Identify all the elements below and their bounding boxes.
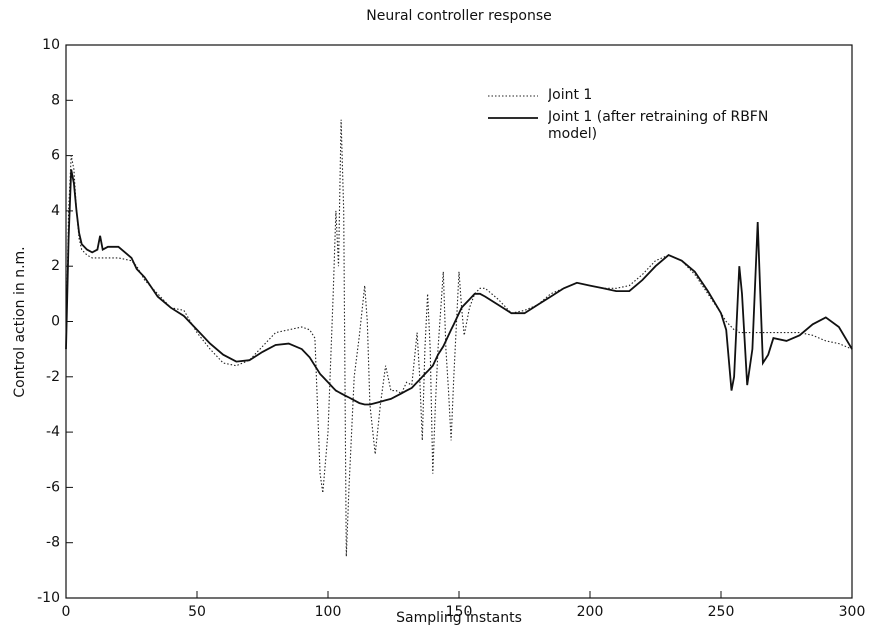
x-tick-label: 300 xyxy=(839,604,866,620)
y-tick-label: -10 xyxy=(37,590,60,606)
y-axis-label: Control action in n.m. xyxy=(12,246,28,397)
x-tick-label: 50 xyxy=(188,604,206,620)
y-tick-label: -8 xyxy=(46,535,60,551)
y-tick-label: 0 xyxy=(51,314,60,330)
x-tick-label: 200 xyxy=(577,604,604,620)
legend-entry: Joint 1 xyxy=(548,87,593,103)
y-tick-label: 10 xyxy=(42,37,60,53)
legend-label: Joint 1 xyxy=(548,87,593,103)
series-line xyxy=(65,119,853,557)
legend-entry: Joint 1 (after retraining of RBFN model) xyxy=(548,109,769,142)
chart-title: Neural controller response xyxy=(366,8,551,24)
x-tick-label: 100 xyxy=(315,604,342,620)
y-tick-label: -6 xyxy=(46,479,60,495)
y-tick-label: 6 xyxy=(51,148,60,164)
y-tick-label: 4 xyxy=(51,203,60,219)
series-line xyxy=(65,169,853,406)
y-tick-label: -4 xyxy=(46,424,60,440)
legend-label: Joint 1 (after retraining of RBFN model) xyxy=(548,109,769,142)
x-tick-label: 250 xyxy=(708,604,735,620)
x-axis-label: Sampling instants xyxy=(396,610,522,626)
y-tick-label: -2 xyxy=(46,369,60,385)
x-tick-label: 150 xyxy=(446,604,473,620)
y-tick-label: 2 xyxy=(51,258,60,274)
y-tick-label: 8 xyxy=(51,92,60,108)
x-tick-label: 0 xyxy=(62,604,71,620)
